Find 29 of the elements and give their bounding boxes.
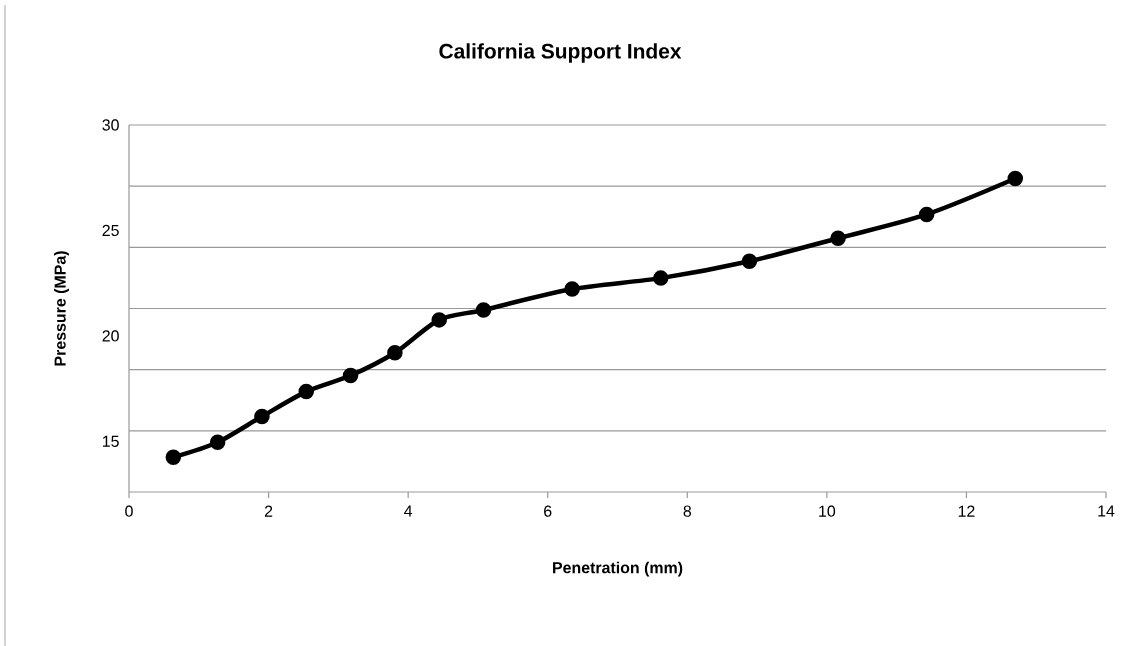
x-tick-label: 6 (544, 505, 552, 517)
point (475, 302, 492, 318)
y-tick-label: 15 (102, 435, 119, 447)
point (165, 449, 182, 465)
point (342, 367, 359, 384)
x-tick-label: 14 (1098, 505, 1115, 517)
x-tick-label: 4 (404, 505, 413, 517)
x-tick-label: 10 (819, 505, 836, 517)
point (298, 383, 315, 400)
x-tick-label: 12 (958, 505, 975, 517)
point (564, 281, 580, 297)
y-tick-label: 30 (102, 119, 119, 131)
point (741, 253, 758, 269)
y-tick-label: 25 (102, 224, 119, 237)
x-tick-label: 8 (683, 505, 692, 517)
x-tick-label: 2 (264, 505, 273, 517)
x-axis-title: Penetration (mm) (553, 561, 683, 577)
point (1007, 170, 1024, 187)
y-tick-label: 20 (102, 330, 119, 342)
y-axis-title: Pressure (MPa) (54, 251, 69, 366)
point (653, 270, 669, 286)
point (387, 345, 403, 361)
point (431, 312, 447, 328)
point (918, 206, 935, 223)
chart-title: California Support Index (439, 43, 682, 63)
point (830, 230, 846, 246)
x-tick-label: 0 (125, 505, 133, 517)
point (254, 408, 270, 425)
point (209, 434, 226, 450)
